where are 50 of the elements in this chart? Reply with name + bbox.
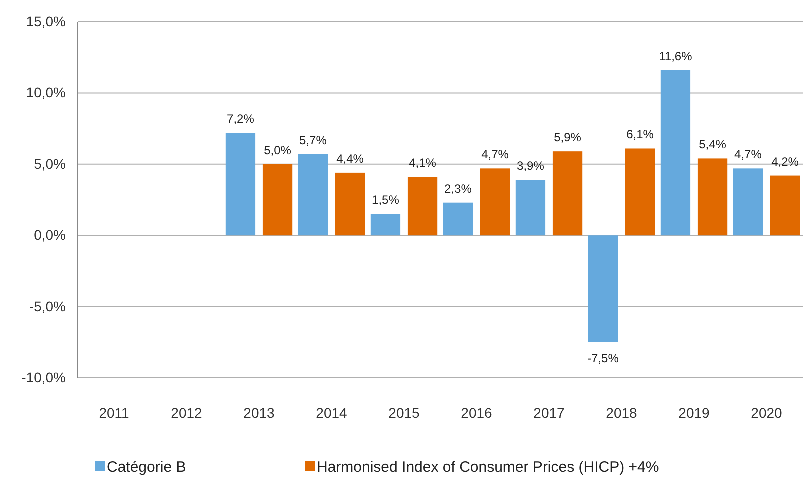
- legend-label: Harmonised Index of Consumer Prices (HICP) +4%: [317, 459, 660, 476]
- x-tick-label: 2012: [171, 404, 203, 421]
- y-tick-label: 5,0%: [34, 156, 66, 172]
- y-tick-label: 15,0%: [26, 13, 66, 30]
- data-label: 5,4%: [699, 138, 727, 152]
- data-label: 3,9%: [517, 159, 545, 174]
- bar: [516, 180, 546, 236]
- data-label: 5,7%: [300, 133, 328, 148]
- data-label: 4,2%: [772, 154, 800, 169]
- data-label: -7,5%: [588, 351, 620, 366]
- y-tick-label: -5,0%: [29, 298, 66, 314]
- data-label: 4,4%: [336, 152, 364, 166]
- bar: [660, 70, 691, 236]
- x-tick-label: 2011: [99, 404, 130, 421]
- bar: [588, 236, 618, 342]
- x-tick-label: 2015: [388, 404, 420, 421]
- y-tick-label: -10,0%: [22, 369, 66, 386]
- bar: [552, 152, 583, 236]
- data-label: 11,6%: [659, 49, 693, 64]
- bar: [226, 133, 256, 236]
- x-tick-label: 2016: [461, 404, 493, 421]
- x-tick-label: 2020: [751, 404, 783, 421]
- data-label: 6,1%: [626, 128, 654, 142]
- data-label: 4,7%: [734, 148, 762, 162]
- x-tick-label: 2019: [678, 404, 710, 421]
- bar: [262, 164, 293, 236]
- bar: [625, 148, 656, 236]
- bar: [370, 214, 401, 236]
- bar: [335, 172, 366, 236]
- x-tick-label: 2018: [606, 404, 638, 421]
- x-tick-label: 2017: [534, 404, 566, 421]
- y-tick-label: 10,0%: [26, 84, 66, 101]
- bar: [733, 168, 764, 236]
- legend-label: Catégorie B: [107, 459, 186, 476]
- data-label: 5,9%: [554, 130, 582, 145]
- bar: [443, 202, 474, 236]
- x-tick-label: 2014: [316, 404, 348, 421]
- data-label: 7,2%: [227, 112, 255, 126]
- bar: [770, 176, 800, 236]
- x-tick-label: 2013: [244, 404, 276, 421]
- data-label: 4,7%: [482, 148, 510, 162]
- bar: [480, 168, 510, 236]
- y-tick-label: 0,0%: [34, 227, 66, 244]
- data-label: 2,3%: [444, 182, 472, 196]
- data-label: 1,5%: [372, 193, 400, 208]
- data-label: 4,1%: [409, 156, 437, 170]
- bar: [408, 177, 438, 236]
- data-label: 5,0%: [264, 143, 292, 158]
- bar: [298, 154, 328, 236]
- bar: [698, 158, 728, 236]
